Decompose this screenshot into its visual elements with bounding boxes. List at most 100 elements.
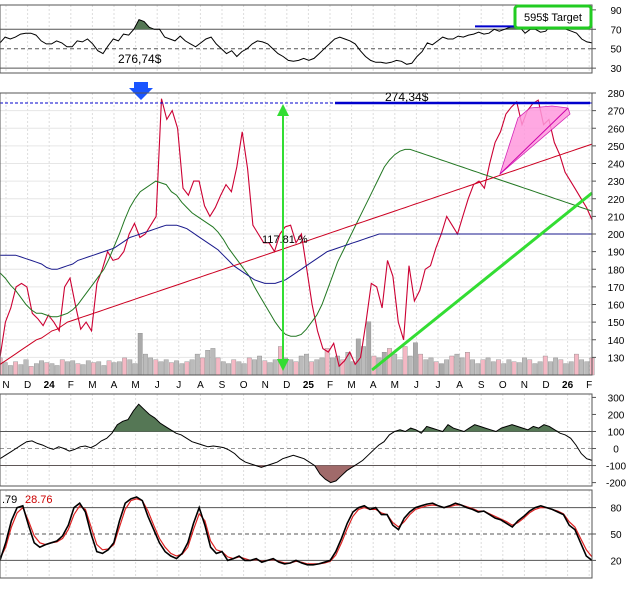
target-callout: 595$ Target [513, 4, 593, 30]
resistance-label: 274,34$ [385, 90, 429, 104]
volume-bar [397, 359, 403, 376]
volume-bar [527, 359, 533, 376]
stochastic-y-tick-label: 80 [610, 504, 622, 515]
volume-bar [13, 361, 18, 376]
rsi-annotation-label: 276,74$ [118, 52, 162, 66]
rsi-y-tick-label: 50 [610, 45, 622, 56]
volume-bar [490, 361, 496, 376]
volume-bar [184, 361, 190, 376]
x-tick-label: M [391, 380, 399, 391]
arrow-down-icon [277, 359, 289, 371]
volume-bar [174, 360, 179, 376]
volume-bar [44, 362, 50, 376]
stochastic-y-tick-label: 50 [610, 530, 622, 541]
volume-bar [496, 359, 501, 376]
volume-bar [137, 333, 143, 376]
volume-bar [236, 361, 242, 376]
volume-bar [0, 357, 3, 376]
volume-bar [293, 361, 299, 376]
rsi-line [0, 18, 593, 65]
volume-bar [257, 355, 262, 376]
stochastic-legend: .79 28.76 [2, 494, 53, 506]
x-tick-label: N [521, 380, 528, 391]
price-y-tick-label: 230 [608, 177, 625, 188]
volume-bar [205, 350, 211, 376]
stochastic-d-line [0, 498, 593, 565]
volume-bar [122, 357, 128, 376]
price-y-tick-label: 170 [608, 283, 625, 294]
volume-bar [548, 361, 553, 376]
volume-bar [480, 359, 486, 376]
volume-bar [194, 353, 200, 376]
x-tick-label: A [456, 380, 463, 391]
price-y-tick-label: 220 [608, 195, 625, 206]
volume-bar [330, 357, 335, 376]
volume-bar [91, 362, 96, 376]
rsi-panel: 90 70 50 30 [0, 4, 622, 75]
x-tick-label: S [219, 380, 226, 391]
volume-bar [168, 362, 174, 376]
volume-bar [272, 359, 278, 376]
volume-bar [75, 363, 81, 376]
volume-bar [28, 366, 34, 376]
volume-bar [537, 361, 543, 376]
volume-bar [511, 361, 517, 376]
price-y-tick-label: 240 [608, 160, 625, 171]
panel-frame [0, 393, 593, 487]
volume-bar [132, 363, 138, 376]
price-y-tick-label: 190 [608, 248, 625, 259]
volume-bar [111, 362, 117, 376]
ma200-line [0, 143, 593, 365]
volume-bar [59, 359, 65, 376]
volume-bar [542, 355, 548, 376]
volume-bar [423, 359, 429, 376]
volume-bar [553, 357, 559, 376]
volume-bar [387, 348, 392, 376]
volume-bar [288, 359, 294, 376]
volume-bar [23, 359, 29, 376]
price-y-tick-label: 260 [608, 124, 625, 135]
volume-bar [96, 361, 102, 376]
volume-bar [246, 357, 252, 376]
volume-bar [309, 361, 314, 376]
x-tick-label: N [2, 380, 9, 391]
volume-bar [163, 359, 169, 376]
x-tick-label: M [347, 380, 355, 391]
volume-bar [226, 363, 231, 376]
volume-bar [444, 359, 449, 376]
volume-bar [106, 360, 112, 376]
price-y-tick-label: 130 [608, 353, 625, 364]
price-y-tick-label: 280 [608, 89, 625, 100]
arrow-up-icon [277, 104, 289, 116]
x-tick-label: 26 [562, 380, 574, 391]
volume-bar [127, 359, 133, 376]
volume-bar [381, 352, 387, 376]
oscillator-y-tick-label: 0 [613, 445, 619, 456]
x-tick-label: J [176, 380, 181, 391]
volume-bar [189, 359, 195, 376]
stochastic-panel: 80 50 20 [0, 489, 622, 579]
target-label: 595$ Target [524, 12, 582, 24]
x-tick-label: J [436, 380, 441, 391]
volume-bar [563, 363, 569, 376]
x-tick-label: O [240, 380, 248, 391]
volume-bar [231, 359, 237, 376]
x-tick-label: 25 [303, 380, 315, 391]
volume-bar [215, 357, 221, 376]
volume-bar [413, 342, 418, 376]
oscillator-y-tick-label: 200 [608, 410, 625, 421]
volume-bar [574, 353, 579, 376]
volume-bar [200, 357, 205, 376]
volume-bar [465, 352, 470, 376]
x-tick-label: D [283, 380, 290, 391]
volume-bar [319, 357, 325, 376]
x-tick-label: F [68, 380, 74, 391]
volume-bar [241, 363, 247, 376]
x-tick-label: D [542, 380, 549, 391]
volume-bar [522, 357, 527, 376]
volume-bar [433, 361, 439, 376]
volume-bar [392, 353, 398, 376]
stochastic-y-tick-label: 20 [610, 556, 622, 567]
volume-bar [267, 362, 273, 376]
x-tick-label: A [197, 380, 204, 391]
